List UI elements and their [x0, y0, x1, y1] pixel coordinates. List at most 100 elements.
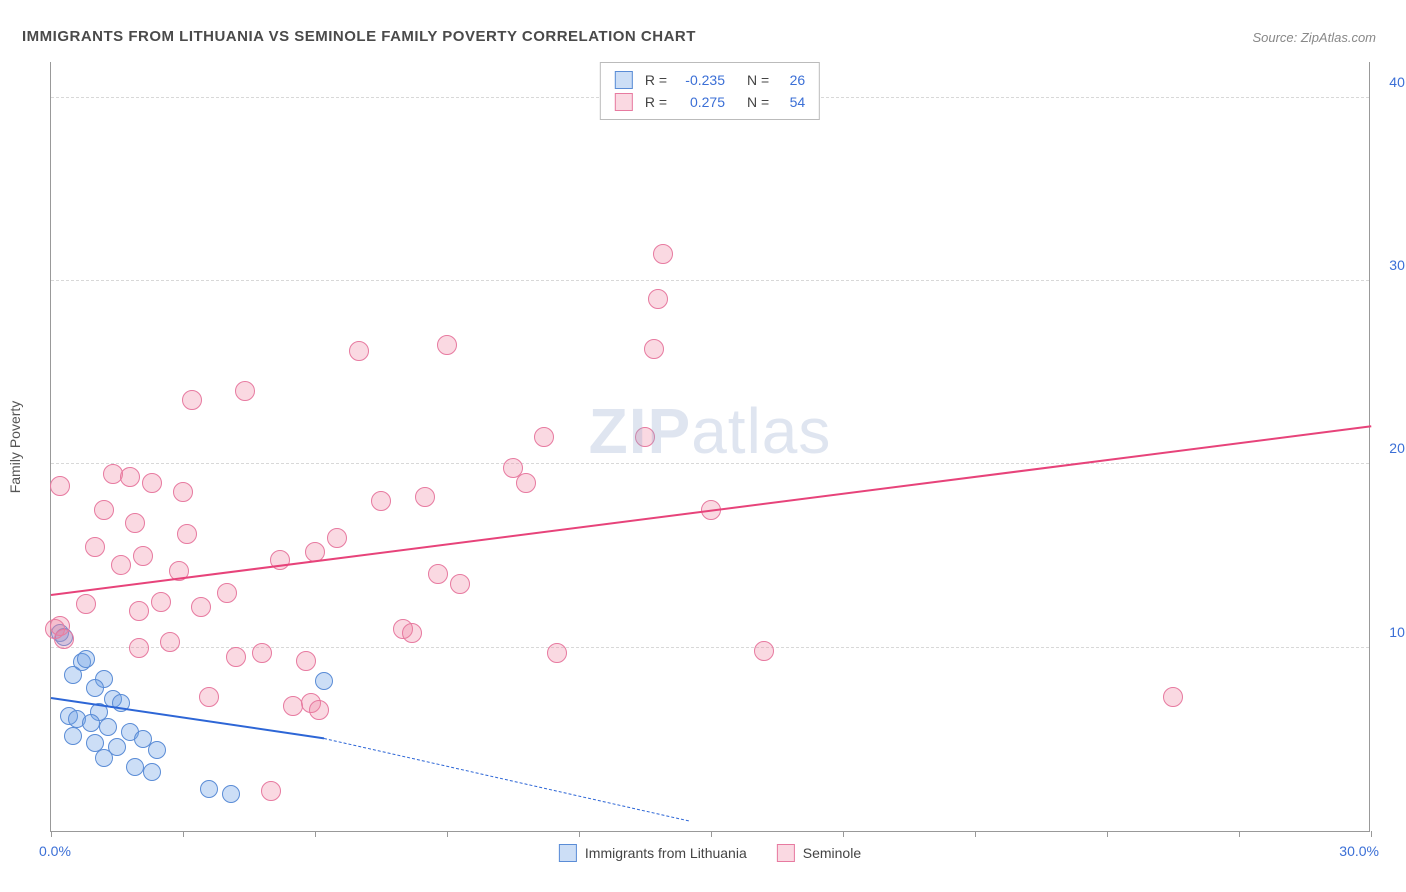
chart-area: ZIPatlas R =-0.235 N =26R =0.275 N =54 1…	[50, 62, 1370, 832]
x-tick	[447, 831, 448, 837]
data-point	[111, 555, 131, 575]
legend-n-label: N =	[747, 91, 769, 113]
data-point	[142, 473, 162, 493]
data-point	[415, 487, 435, 507]
data-point	[309, 700, 329, 720]
data-point	[371, 491, 391, 511]
data-point	[50, 476, 70, 496]
legend-swatch	[615, 93, 633, 111]
data-point	[437, 335, 457, 355]
data-point	[635, 427, 655, 447]
legend-n-value: 54	[777, 91, 805, 113]
y-tick-label: 10.0%	[1374, 624, 1406, 640]
data-point	[94, 500, 114, 520]
data-point	[428, 564, 448, 584]
x-tick	[975, 831, 976, 837]
legend-row: R = 0.275 N = 54	[615, 91, 805, 113]
data-point	[148, 741, 166, 759]
data-point	[126, 758, 144, 776]
source-attribution: Source: ZipAtlas.com	[1252, 30, 1376, 45]
y-tick-label: 40.0%	[1374, 74, 1406, 90]
gridline	[51, 280, 1369, 281]
data-point	[95, 749, 113, 767]
x-tick	[1107, 831, 1108, 837]
data-point	[99, 718, 117, 736]
plot-region: ZIPatlas R =-0.235 N =26R =0.275 N =54 1…	[50, 62, 1370, 832]
data-point	[653, 244, 673, 264]
data-point	[120, 467, 140, 487]
data-point	[77, 650, 95, 668]
x-tick	[183, 831, 184, 837]
data-point	[1163, 687, 1183, 707]
legend-row: R = -0.235 N = 26	[615, 69, 805, 91]
x-tick	[843, 831, 844, 837]
legend-r-label: R =	[645, 91, 667, 113]
legend-item: Immigrants from Lithuania	[559, 844, 747, 862]
data-point	[160, 632, 180, 652]
data-point	[64, 727, 82, 745]
data-point	[534, 427, 554, 447]
legend-label: Immigrants from Lithuania	[585, 845, 747, 861]
gridline	[51, 463, 1369, 464]
data-point	[86, 679, 104, 697]
y-axis-title: Family Poverty	[7, 401, 23, 494]
data-point	[177, 524, 197, 544]
data-point	[133, 546, 153, 566]
data-point	[182, 390, 202, 410]
data-point	[125, 513, 145, 533]
legend-r-label: R =	[645, 69, 667, 91]
data-point	[85, 537, 105, 557]
data-point	[217, 583, 237, 603]
legend-item: Seminole	[777, 844, 861, 862]
y-tick-label: 30.0%	[1374, 257, 1406, 273]
legend-swatch	[777, 844, 795, 862]
data-point	[76, 594, 96, 614]
legend-n-label: N =	[747, 69, 769, 91]
data-point	[200, 780, 218, 798]
data-point	[226, 647, 246, 667]
data-point	[754, 641, 774, 661]
correlation-legend: R = -0.235 N = 26 R = 0.275 N = 54	[600, 62, 820, 120]
x-tick-label: 30.0%	[1339, 843, 1379, 859]
data-point	[402, 623, 422, 643]
data-point	[199, 687, 219, 707]
data-point	[82, 714, 100, 732]
legend-r-value: 0.275	[675, 91, 725, 113]
data-point	[648, 289, 668, 309]
data-point	[235, 381, 255, 401]
trend-line	[51, 426, 1371, 597]
data-point	[516, 473, 536, 493]
legend-swatch	[559, 844, 577, 862]
x-tick	[1239, 831, 1240, 837]
data-point	[191, 597, 211, 617]
data-point	[547, 643, 567, 663]
data-point	[349, 341, 369, 361]
data-point	[315, 672, 333, 690]
data-point	[261, 781, 281, 801]
legend-r-value: -0.235	[675, 69, 725, 91]
y-tick-label: 20.0%	[1374, 440, 1406, 456]
x-tick	[1371, 831, 1372, 837]
x-tick	[711, 831, 712, 837]
gridline	[51, 647, 1369, 648]
trend-line-extrapolated	[324, 738, 689, 821]
data-point	[151, 592, 171, 612]
legend-n-value: 26	[777, 69, 805, 91]
chart-title: IMMIGRANTS FROM LITHUANIA VS SEMINOLE FA…	[22, 28, 696, 45]
data-point	[327, 528, 347, 548]
data-point	[644, 339, 664, 359]
x-tick	[51, 831, 52, 837]
x-tick	[315, 831, 316, 837]
series-legend: Immigrants from Lithuania Seminole	[559, 844, 861, 862]
data-point	[143, 763, 161, 781]
data-point	[252, 643, 272, 663]
data-point	[450, 574, 470, 594]
legend-swatch	[615, 71, 633, 89]
x-tick	[579, 831, 580, 837]
x-tick-label: 0.0%	[39, 843, 71, 859]
data-point	[296, 651, 316, 671]
watermark: ZIPatlas	[589, 394, 832, 468]
data-point	[54, 629, 74, 649]
legend-label: Seminole	[803, 845, 861, 861]
data-point	[129, 638, 149, 658]
